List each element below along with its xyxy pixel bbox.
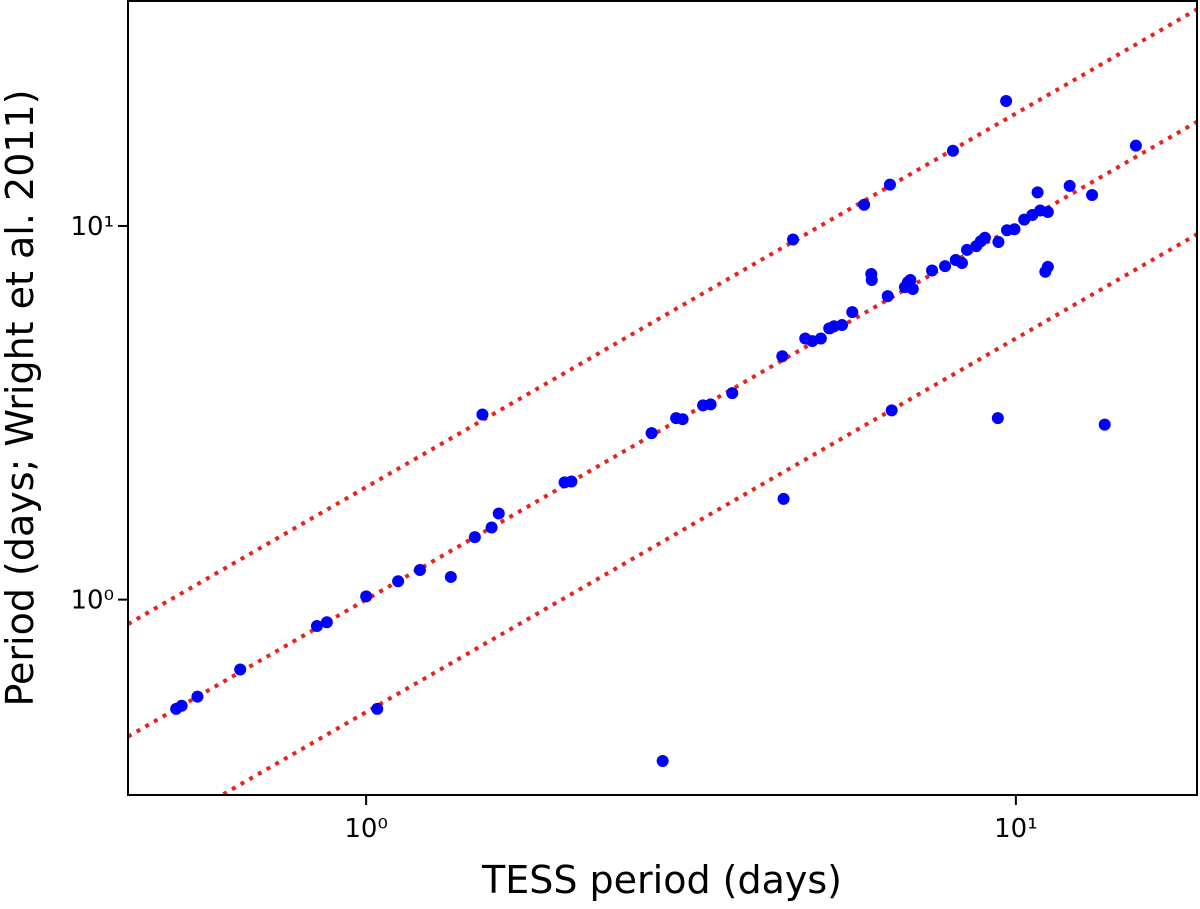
point bbox=[310, 619, 323, 632]
x-axis-label: TESS period (days) bbox=[481, 858, 842, 902]
point bbox=[926, 264, 939, 277]
point bbox=[1129, 139, 1142, 152]
point bbox=[865, 273, 878, 286]
point bbox=[906, 283, 919, 296]
reference-line bbox=[128, 7, 1197, 626]
point bbox=[704, 398, 717, 411]
point bbox=[1000, 94, 1013, 107]
point bbox=[858, 198, 871, 211]
point bbox=[904, 273, 917, 286]
point bbox=[656, 754, 669, 767]
point bbox=[885, 404, 898, 417]
point bbox=[320, 616, 333, 629]
point bbox=[1041, 260, 1054, 273]
point bbox=[645, 427, 658, 440]
plot-frame bbox=[127, 0, 1198, 796]
point bbox=[961, 243, 974, 256]
point bbox=[565, 475, 578, 488]
point bbox=[1041, 205, 1054, 218]
point bbox=[476, 408, 489, 421]
point bbox=[846, 306, 859, 319]
point bbox=[991, 412, 1004, 425]
point bbox=[787, 233, 800, 246]
point bbox=[776, 350, 789, 363]
point bbox=[392, 575, 405, 588]
y-tick-label: 10¹ bbox=[70, 212, 114, 242]
point bbox=[485, 521, 498, 534]
point bbox=[939, 260, 952, 273]
point bbox=[881, 290, 894, 303]
point bbox=[191, 690, 204, 703]
point bbox=[413, 564, 426, 577]
point bbox=[175, 699, 188, 712]
x-tick-label: 10¹ bbox=[994, 814, 1038, 844]
point bbox=[946, 144, 959, 157]
point bbox=[1086, 189, 1099, 202]
point bbox=[836, 319, 849, 332]
point bbox=[883, 178, 896, 191]
point bbox=[777, 492, 790, 505]
point bbox=[992, 235, 1005, 248]
point bbox=[1063, 179, 1076, 192]
points bbox=[170, 94, 1142, 767]
point bbox=[492, 507, 505, 520]
point bbox=[468, 531, 481, 544]
y-tick-label: 10⁰ bbox=[70, 586, 114, 616]
point bbox=[978, 231, 991, 244]
point bbox=[371, 702, 384, 715]
point bbox=[234, 663, 247, 676]
y-axis-label: Period (days; Wright et al. 2011) bbox=[0, 89, 42, 706]
point bbox=[955, 256, 968, 269]
point bbox=[676, 413, 689, 426]
point bbox=[444, 570, 457, 583]
point bbox=[726, 387, 739, 400]
point bbox=[1031, 186, 1044, 199]
point bbox=[1008, 223, 1021, 236]
x-tick-label: 10⁰ bbox=[344, 814, 388, 844]
point bbox=[1098, 418, 1111, 431]
point bbox=[360, 590, 373, 603]
point bbox=[814, 332, 827, 345]
reference-lines bbox=[128, 7, 1197, 795]
